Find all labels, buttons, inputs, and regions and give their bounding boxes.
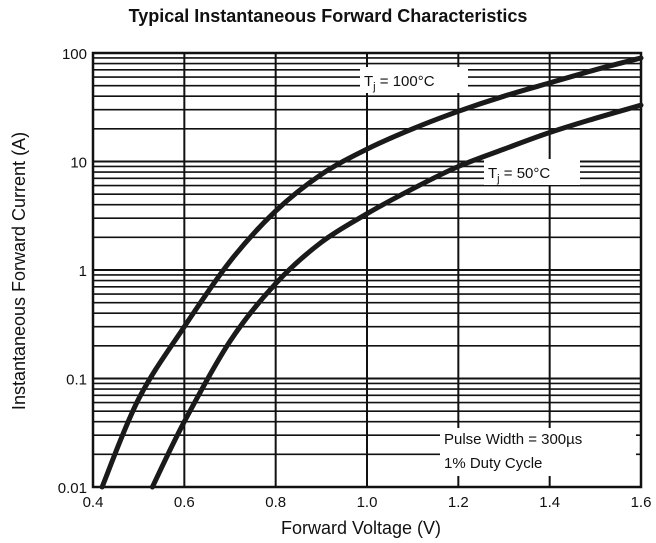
test-conditions-background: [440, 428, 636, 476]
test-conditions-annotation: Pulse Width = 300µs 1% Duty Cycle: [440, 428, 636, 476]
series-label-100c-background: [360, 67, 468, 93]
plot-frame: [91, 51, 643, 489]
x-tick-label: 0.8: [265, 494, 286, 511]
series-label-50c-text: Tj = 50°C: [488, 165, 550, 185]
grid: [92, 53, 642, 488]
x-tick-label: 1.0: [357, 494, 378, 511]
series-label-100c: Tj = 100°C: [360, 67, 468, 93]
tick-labels: 0.4 0.6 0.8 1.0 1.2 1.4 1.6 0.01 0.1 1 10 100: [58, 46, 652, 511]
pulse-width-note: Pulse Width = 300µs: [444, 431, 582, 448]
x-tick-label: 1.4: [539, 494, 560, 511]
series-label-50c-background: [484, 159, 580, 185]
duty-cycle-note: 1% Duty Cycle: [444, 455, 542, 472]
series-label-100c-text: Tj = 100°C: [364, 73, 435, 93]
x-tick-label: 1.2: [448, 494, 469, 511]
x-tick-label: 0.4: [83, 494, 104, 511]
y-tick-label: 100: [62, 46, 87, 63]
y-axis-label: Instantaneous Forward Current (A): [9, 132, 29, 410]
series-line-100c: [99, 55, 644, 490]
series-label-50c: Tj = 50°C: [484, 159, 580, 185]
x-axis-label: Forward Voltage (V): [281, 518, 441, 538]
y-tick-label: 0.1: [66, 372, 87, 389]
y-tick-label: 0.01: [58, 480, 87, 497]
y-tick-label: 10: [70, 155, 87, 172]
x-tick-label: 1.6: [631, 494, 652, 511]
x-tick-label: 0.6: [174, 494, 195, 511]
chart-title: Typical Instantaneous Forward Characteri…: [128, 6, 528, 26]
series-line-50c: [149, 102, 644, 490]
series-group: [99, 55, 644, 490]
y-tick-label: 1: [79, 263, 87, 280]
